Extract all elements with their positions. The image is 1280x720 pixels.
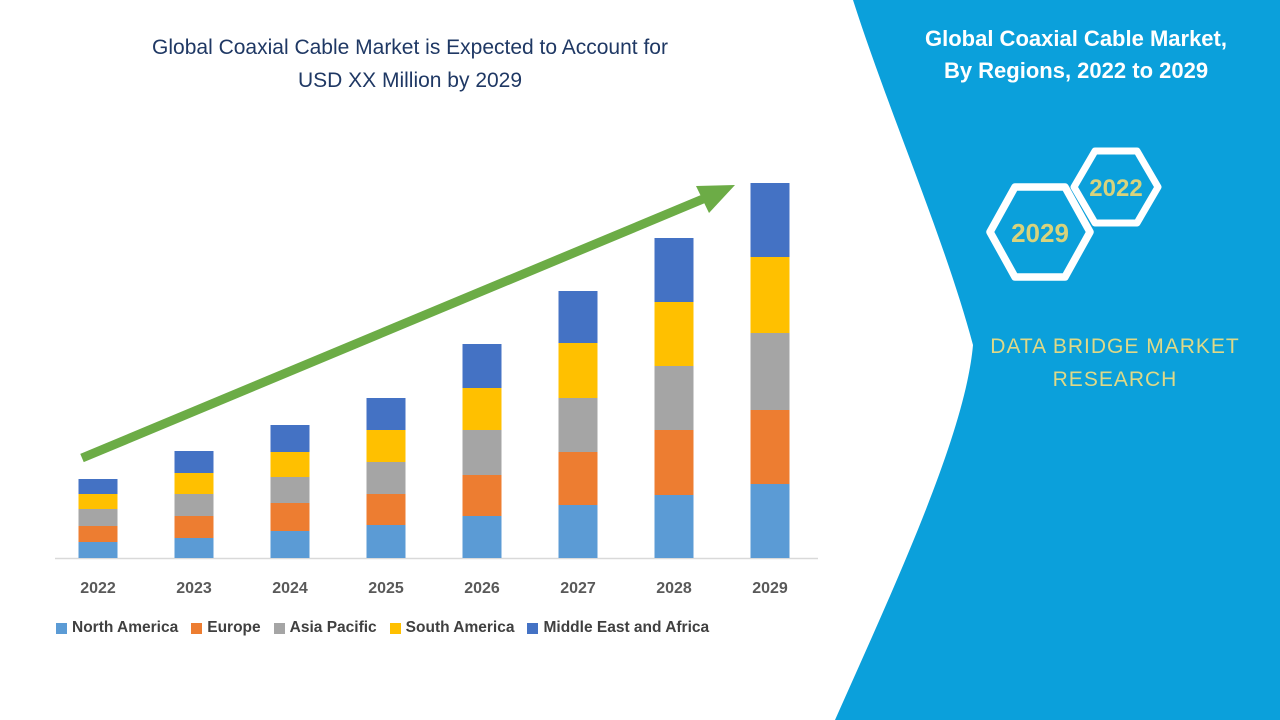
bar-segment bbox=[750, 333, 790, 410]
bar-segment bbox=[78, 542, 118, 558]
bar-segment bbox=[270, 477, 310, 503]
chart-title-line2: USD XX Million by 2029 bbox=[297, 69, 523, 92]
bar-segment bbox=[654, 366, 694, 430]
legend-swatch-icon bbox=[527, 622, 539, 634]
x-axis-label: 2023 bbox=[176, 580, 212, 597]
bar-segment bbox=[462, 430, 502, 475]
brand-name-line1: DATA BRIDGE MARKET bbox=[990, 335, 1239, 358]
bar-segment bbox=[174, 494, 214, 516]
legend-label: Middle East and Africa bbox=[543, 619, 710, 636]
chart-title: Global Coaxial Cable Market is Expected … bbox=[0, 31, 820, 97]
hexagon-2029: 2029 bbox=[986, 183, 1094, 281]
legend-swatch-icon bbox=[389, 622, 401, 634]
bar-segment bbox=[366, 398, 406, 430]
chart-legend: North America Europe Asia Pacific South Ame… bbox=[56, 619, 836, 637]
legend-swatch-icon bbox=[273, 622, 285, 634]
bar-segment bbox=[78, 509, 118, 526]
legend-swatch-icon bbox=[56, 622, 67, 634]
legend-item: Middle East and Africa bbox=[527, 619, 709, 637]
bar-segment bbox=[462, 475, 502, 516]
bar-segment bbox=[654, 302, 694, 366]
bar-segment bbox=[750, 484, 790, 558]
bar-segment bbox=[654, 430, 694, 495]
panel-title-line2: By Regions, 2022 to 2029 bbox=[944, 58, 1208, 83]
bar-segment bbox=[654, 238, 694, 302]
hexagon-2022: 2022 bbox=[1070, 147, 1162, 227]
x-axis-label: 2026 bbox=[464, 580, 500, 597]
legend-label: South America bbox=[405, 619, 515, 636]
x-axis-label: 2022 bbox=[80, 580, 116, 597]
bar-segment bbox=[750, 183, 790, 257]
x-axis-label: 2027 bbox=[560, 580, 596, 597]
bar-segment bbox=[462, 388, 502, 430]
hexagon-2029-year: 2029 bbox=[1011, 218, 1069, 248]
bar-segment bbox=[558, 505, 598, 558]
bar-segment bbox=[750, 257, 790, 333]
stacked-bar-chart: 2022 2023 2024 2025 2026 2027 2028 2029 bbox=[55, 183, 818, 597]
bar-segment bbox=[366, 494, 406, 525]
x-axis-label: 2029 bbox=[752, 580, 788, 597]
bar-segment bbox=[270, 425, 310, 452]
x-axis-label: 2028 bbox=[656, 580, 692, 597]
bar-segment bbox=[462, 516, 502, 558]
bar-segment bbox=[174, 516, 214, 538]
hexagon-2022-outline-icon bbox=[1070, 147, 1162, 227]
bar-segment bbox=[654, 495, 694, 558]
legend-item: Europe bbox=[191, 619, 261, 637]
legend-item: South America bbox=[389, 619, 515, 637]
bar-segment bbox=[78, 479, 118, 494]
panel-background bbox=[835, 0, 1280, 720]
bar-segment bbox=[462, 344, 502, 388]
bar-segment bbox=[270, 452, 310, 477]
legend-item: Asia Pacific bbox=[273, 619, 377, 637]
hexagon-2022-year: 2022 bbox=[1089, 175, 1142, 202]
bar-segment bbox=[366, 462, 406, 494]
bar-segment bbox=[174, 538, 214, 558]
chart-title-line1: Global Coaxial Cable Market is Expected … bbox=[152, 36, 668, 59]
bar-segment bbox=[366, 525, 406, 558]
bar-segment bbox=[78, 494, 118, 509]
bar-segment bbox=[750, 410, 790, 484]
bar-segment bbox=[174, 451, 214, 473]
trend-arrow-head-icon bbox=[696, 185, 735, 213]
legend-label: Asia Pacific bbox=[289, 619, 377, 636]
bar-segment bbox=[558, 452, 598, 505]
legend-item: North America bbox=[56, 619, 178, 637]
x-axis-label: 2024 bbox=[272, 580, 308, 597]
bar-segment bbox=[78, 526, 118, 542]
legend-swatch-icon bbox=[191, 622, 203, 634]
legend-label: Europe bbox=[207, 619, 261, 636]
brand-name-line2: RESEARCH bbox=[1053, 368, 1178, 391]
hexagon-2029-outline-icon bbox=[986, 183, 1094, 281]
bar-segment bbox=[174, 473, 214, 494]
right-panel: Global Coaxial Cable Market, By Regions,… bbox=[835, 0, 1280, 720]
legend-label: North America bbox=[72, 619, 179, 636]
bar-segment bbox=[558, 398, 598, 452]
chart-area: Global Coaxial Cable Market is Expected … bbox=[0, 31, 836, 637]
panel-title-line1: Global Coaxial Cable Market, bbox=[925, 26, 1227, 51]
bar-segment bbox=[270, 531, 310, 558]
bar-segment bbox=[558, 291, 598, 343]
trend-arrow-shaft bbox=[80, 194, 705, 463]
bar-segment bbox=[270, 503, 310, 531]
bar-segment bbox=[366, 430, 406, 462]
x-axis-label: 2025 bbox=[368, 580, 404, 597]
bar-segment bbox=[558, 343, 598, 398]
